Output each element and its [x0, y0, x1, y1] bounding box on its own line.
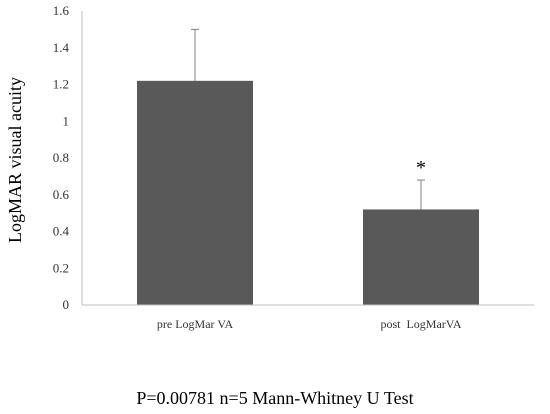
statistics-caption: P=0.00781 n=5 Mann-Whitney U Test — [136, 388, 414, 408]
y-tick-label: 0.6 — [53, 187, 70, 202]
y-tick-label: 0.2 — [53, 260, 69, 275]
y-tick-label: 1.6 — [53, 3, 70, 18]
x-category-label: post LogMarVA — [380, 317, 461, 331]
y-tick-label: 1.2 — [53, 77, 69, 92]
x-axis-categories: pre LogMar VA post LogMarVA — [157, 317, 462, 331]
y-tick-label: 0 — [63, 297, 70, 312]
error-bars — [191, 28, 425, 210]
y-axis-ticks: 0 0.2 0.4 0.6 0.8 1 1.2 1.4 1.6 — [53, 3, 70, 312]
y-axis-title: LogMAR visual acuity — [5, 77, 25, 243]
y-tick-label: 0.4 — [53, 224, 70, 239]
y-tick-label: 1 — [63, 113, 70, 128]
y-tick-label: 0.8 — [53, 150, 69, 165]
bar-pre — [137, 80, 253, 305]
significance-annotations: * — [416, 157, 426, 179]
x-category-label: pre LogMar VA — [157, 317, 234, 331]
y-tick-label: 1.4 — [53, 40, 70, 55]
bar-post — [363, 209, 479, 305]
significance-marker: * — [416, 157, 426, 179]
bars — [137, 80, 479, 305]
